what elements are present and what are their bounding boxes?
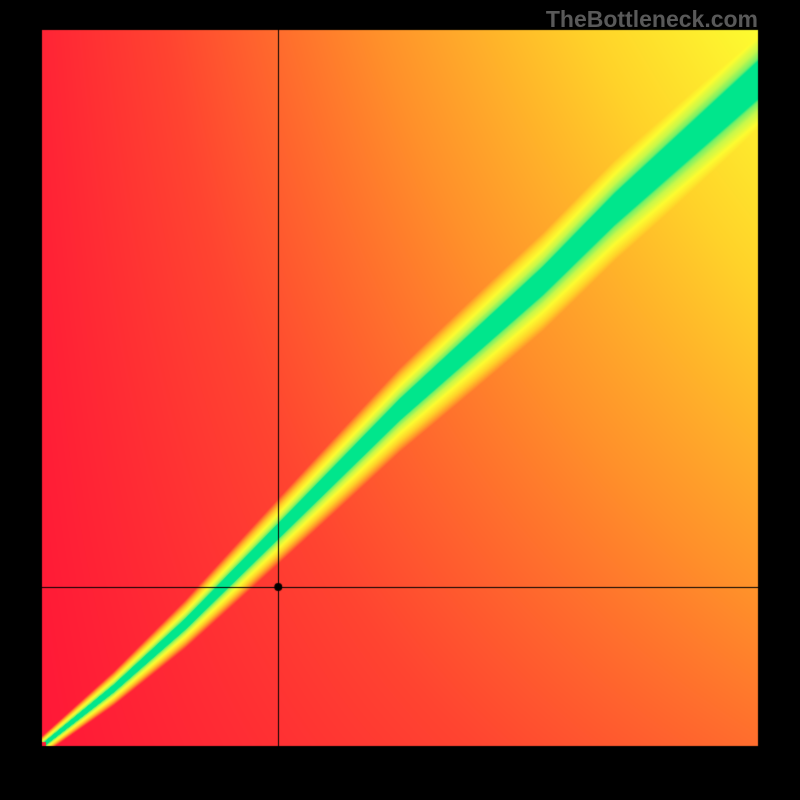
watermark-text: TheBottleneck.com [546,6,758,33]
bottleneck-heatmap [0,0,800,800]
chart-container: TheBottleneck.com [0,0,800,800]
